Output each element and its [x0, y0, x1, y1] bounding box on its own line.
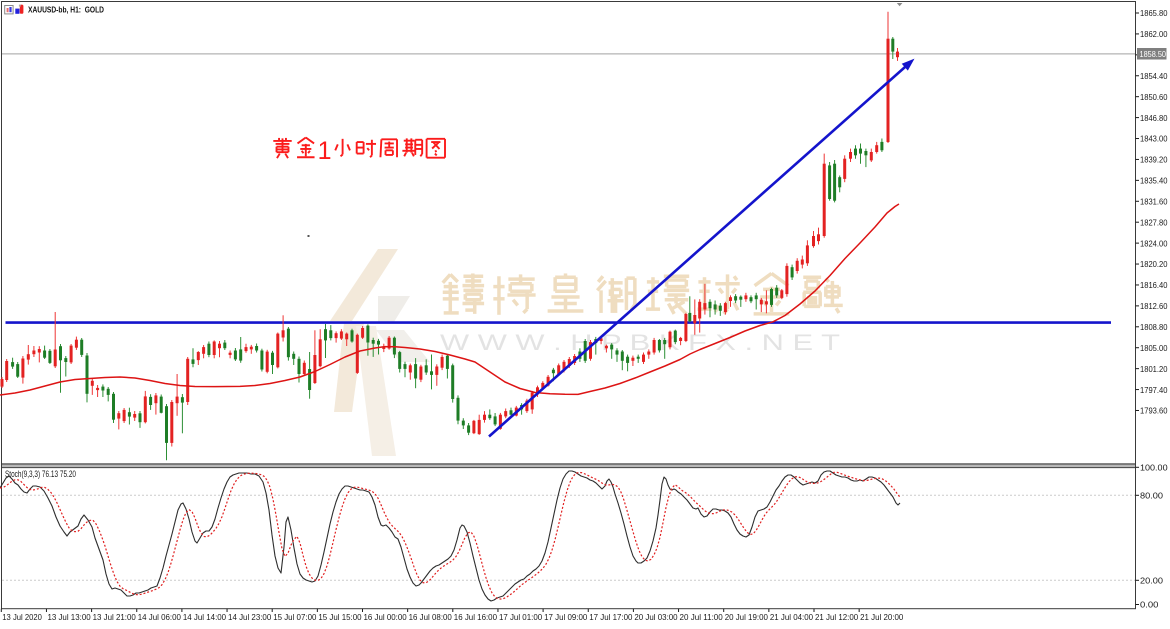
- svg-text:1827.80: 1827.80: [1140, 217, 1168, 227]
- svg-text:1846.80: 1846.80: [1140, 113, 1168, 123]
- svg-text:Stoch(9,3,3) 76.13 75.20: Stoch(9,3,3) 76.13 75.20: [5, 469, 76, 479]
- svg-text:20.00: 20.00: [1140, 576, 1163, 586]
- svg-text:17 Jul 01:00: 17 Jul 01:00: [499, 612, 542, 622]
- svg-text:1820.20: 1820.20: [1140, 259, 1168, 269]
- svg-text:100.00: 100.00: [1140, 463, 1168, 473]
- svg-text:1843.00: 1843.00: [1140, 134, 1168, 144]
- svg-text:W W W . H P B K F X . N E T: W W W . H P B K F X . N E T: [440, 330, 840, 355]
- svg-text:1816.40: 1816.40: [1140, 280, 1168, 290]
- svg-text:17 Jul 09:00: 17 Jul 09:00: [544, 612, 587, 622]
- svg-text:14 Jul 23:00: 14 Jul 23:00: [228, 612, 271, 622]
- svg-text:1812.60: 1812.60: [1140, 301, 1168, 311]
- svg-text:1793.60: 1793.60: [1140, 406, 1168, 416]
- svg-text:14 Jul 14:00: 14 Jul 14:00: [183, 612, 226, 622]
- svg-text:XAUUSD-bb, H1: GOLD: XAUUSD-bb, H1: GOLD: [28, 4, 104, 14]
- svg-text:16 Jul 00:00: 16 Jul 00:00: [364, 612, 407, 622]
- svg-text:1854.40: 1854.40: [1140, 71, 1168, 81]
- svg-text:80.00: 80.00: [1140, 491, 1163, 501]
- svg-text:1801.20: 1801.20: [1140, 364, 1168, 374]
- svg-text:21 Jul 20:00: 21 Jul 20:00: [860, 612, 903, 622]
- svg-text:13 Jul 21:00: 13 Jul 21:00: [93, 612, 136, 622]
- svg-text:20 Jul 03:00: 20 Jul 03:00: [634, 612, 677, 622]
- svg-text:20 Jul 19:00: 20 Jul 19:00: [725, 612, 768, 622]
- svg-text:21 Jul 04:00: 21 Jul 04:00: [770, 612, 813, 622]
- svg-text:1805.00: 1805.00: [1140, 343, 1168, 353]
- svg-text:14 Jul 06:00: 14 Jul 06:00: [138, 612, 181, 622]
- svg-text:17 Jul 17:00: 17 Jul 17:00: [589, 612, 632, 622]
- svg-text:1839.20: 1839.20: [1140, 155, 1168, 165]
- svg-text:13 Jul 13:00: 13 Jul 13:00: [47, 612, 90, 622]
- svg-text:1824.00: 1824.00: [1140, 238, 1168, 248]
- svg-text:1850.60: 1850.60: [1140, 92, 1168, 102]
- svg-text:1808.80: 1808.80: [1140, 322, 1168, 332]
- svg-text:16 Jul 16:00: 16 Jul 16:00: [454, 612, 497, 622]
- svg-text:1862.00: 1862.00: [1140, 29, 1168, 39]
- svg-text:13 Jul 2020: 13 Jul 2020: [2, 612, 42, 622]
- svg-text:1835.40: 1835.40: [1140, 176, 1168, 186]
- svg-text:1865.80: 1865.80: [1140, 8, 1168, 18]
- svg-text:15 Jul 07:00: 15 Jul 07:00: [273, 612, 316, 622]
- svg-text:1858.50: 1858.50: [1140, 49, 1167, 59]
- svg-text:21 Jul 12:00: 21 Jul 12:00: [815, 612, 858, 622]
- svg-text:0.00: 0.00: [1140, 600, 1159, 610]
- svg-text:1: 1: [318, 137, 332, 165]
- svg-text:20 Jul 11:00: 20 Jul 11:00: [680, 612, 723, 622]
- svg-text:15 Jul 15:00: 15 Jul 15:00: [318, 612, 361, 622]
- svg-text:1797.40: 1797.40: [1140, 385, 1168, 395]
- svg-text:16 Jul 08:00: 16 Jul 08:00: [409, 612, 452, 622]
- svg-text:1831.60: 1831.60: [1140, 196, 1168, 206]
